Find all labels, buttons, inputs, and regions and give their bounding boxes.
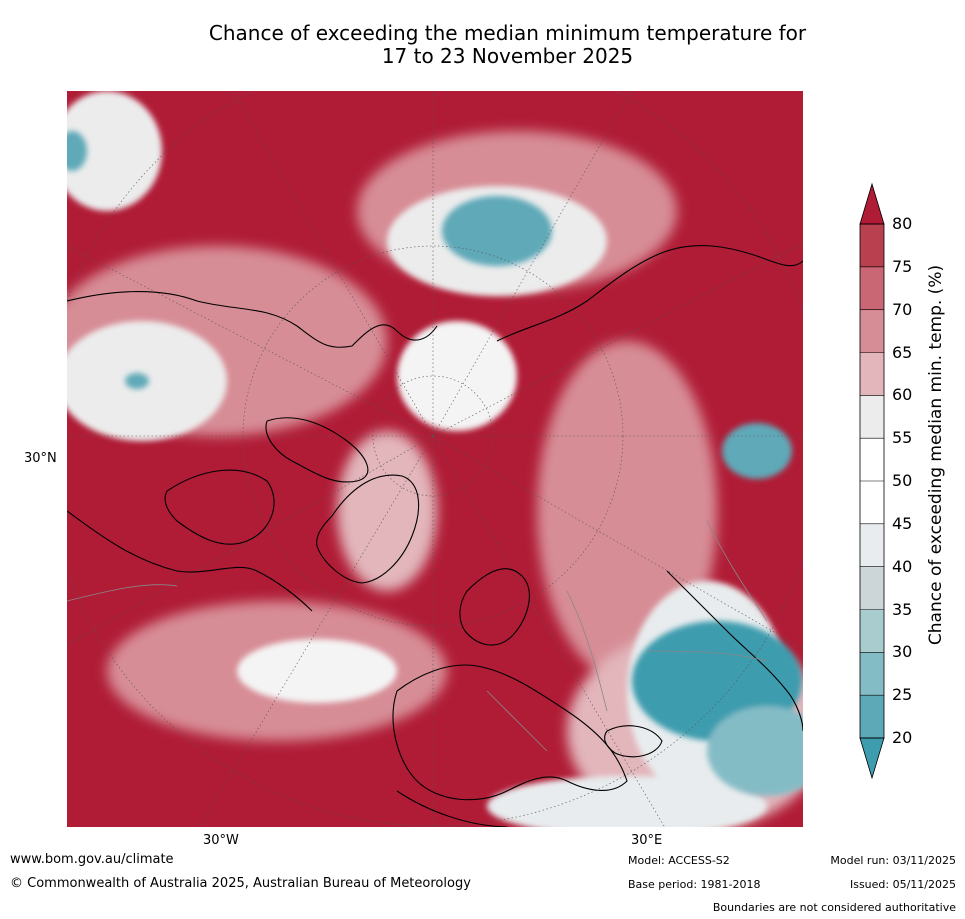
footer-copyright: © Commonwealth of Australia 2025, Austra… — [10, 876, 471, 891]
colorbar-tick-75: 75 — [892, 256, 913, 276]
field-south-white — [487, 776, 767, 827]
coast-europe — [392, 664, 628, 801]
latitude-60n — [242, 245, 624, 627]
colorbar-tick-25: 25 — [892, 685, 913, 705]
colorbar-band-35-40 — [860, 566, 884, 610]
coast-labrador — [67, 510, 313, 612]
field-mongolia-blue — [722, 423, 792, 479]
latitude-30n — [67, 91, 803, 827]
footer-model-run: Model run: 03/11/2025 — [830, 854, 956, 867]
colorbar-tick-30: 30 — [892, 642, 913, 662]
coast-mediterranean — [396, 790, 508, 827]
footer-issued: Issued: 05/11/2025 — [849, 878, 956, 891]
footer-url[interactable]: www.bom.gov.au/climate — [10, 852, 174, 867]
lon-label-30w: 30°W — [203, 833, 239, 848]
footer-disclaimer: Boundaries are not considered authoritat… — [712, 901, 956, 914]
colorbar-tick-65: 65 — [892, 342, 913, 362]
colorbar-band-65-70 — [860, 309, 884, 353]
graticule — [67, 91, 803, 827]
colorbar-band-20-25 — [860, 695, 884, 739]
lon-label-30e: 30°E — [631, 833, 663, 848]
country-boundaries — [67, 520, 768, 752]
coast-scandinavia — [459, 568, 530, 646]
meridian-60w — [67, 245, 434, 437]
footer-base-period: Base period: 1981-2018 — [628, 878, 761, 891]
probability-map — [67, 91, 803, 827]
meridian-120w — [67, 435, 434, 646]
coast-north-america — [67, 291, 438, 348]
colorbar-extend-top — [859, 182, 885, 225]
field-alaska-blue — [442, 196, 552, 266]
boundary-europe — [486, 690, 548, 752]
colorbar-svg — [859, 182, 885, 780]
map-title: Chance of exceeding the median minimum t… — [150, 22, 865, 68]
boundary-china-mongolia — [706, 520, 768, 622]
meridian-150w — [199, 435, 434, 827]
colorbar-extend-bottom — [859, 737, 885, 780]
colorbar-tick-20: 20 — [892, 728, 913, 747]
colorbar-band-40-45 — [860, 523, 884, 568]
colorbar-band-60-65 — [860, 352, 884, 396]
colorbar-band-55-60 — [860, 395, 884, 439]
field-west-na-blue — [125, 373, 149, 389]
boundary-central-asia — [646, 650, 768, 662]
meridian-30e — [432, 91, 632, 437]
colorbar-bands — [860, 224, 884, 739]
field-corner-white — [67, 91, 162, 211]
coast-arctic-islands — [265, 417, 369, 483]
colorbar-band-50-55 — [860, 438, 884, 482]
field-china-blue — [707, 706, 803, 796]
colorbar — [850, 180, 890, 789]
colorbar-tick-40: 40 — [892, 556, 913, 576]
field-greenland-pink — [337, 431, 437, 591]
lat-label-30n: 30°N — [24, 451, 57, 466]
colorbar-band-45-50 — [860, 481, 884, 525]
coast-east-asia — [666, 570, 803, 732]
colorbar-band-25-30 — [860, 652, 884, 696]
field-pacific-white — [237, 639, 397, 703]
colorbar-tick-35: 35 — [892, 599, 913, 619]
footer-model: Model: ACCESS-S2 — [628, 854, 730, 867]
colorbar-tick-55: 55 — [892, 428, 913, 448]
meridian-30w — [232, 91, 434, 437]
title-line-1: Chance of exceeding the median minimum t… — [208, 21, 807, 45]
coastlines — [67, 245, 803, 827]
coast-hudson-bay — [164, 469, 275, 545]
colorbar-band-30-35 — [860, 609, 884, 653]
coast-black-sea — [604, 725, 663, 758]
colorbar-band-70-75 — [860, 266, 884, 311]
colorbar-tick-45: 45 — [892, 513, 913, 533]
meridian-150e — [432, 435, 665, 827]
field-arctic-white — [397, 321, 517, 431]
title-line-2: 17 to 23 November 2025 — [381, 44, 634, 68]
coast-greenland — [316, 474, 420, 584]
boundary-canada-usa — [67, 584, 178, 602]
colorbar-band-75-80 — [860, 224, 884, 268]
coast-siberia — [496, 245, 803, 342]
colorbar-tick-70: 70 — [892, 299, 913, 319]
colorbar-tick-50: 50 — [892, 471, 913, 490]
colorbar-title: Chance of exceeding median min. temp. (%… — [926, 264, 946, 646]
field-corner-blue — [67, 131, 87, 171]
map-canvas — [67, 91, 803, 827]
boundary-russia-west — [566, 590, 608, 712]
colorbar-tick-80: 80 — [892, 214, 913, 233]
colorbar-tick-60: 60 — [892, 385, 913, 405]
